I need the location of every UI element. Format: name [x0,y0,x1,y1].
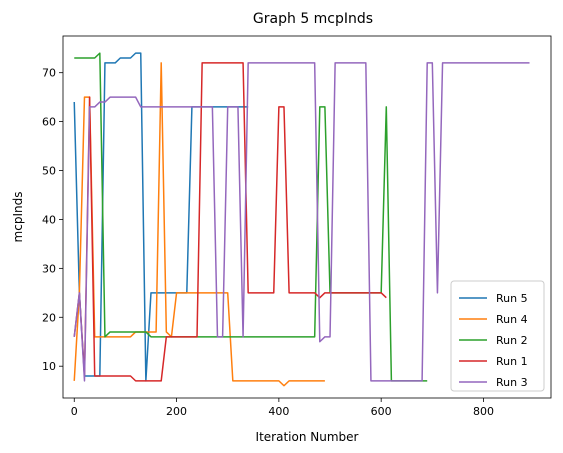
series-line-run-4 [73,62,325,387]
y-axis-label: mcpInds [11,192,25,243]
x-axis: 0 200 400 600 800 [71,398,494,418]
legend-label: Run 4 [496,313,528,326]
chart-title: Graph 5 mcpInds [253,11,373,27]
series-line-run-1 [73,62,387,382]
y-tick-label: 10 [42,360,56,373]
legend-label: Run 1 [496,355,528,368]
series-line-run-3 [73,62,530,382]
series-lines [73,52,530,387]
x-tick-label: 0 [71,405,78,418]
plot-frame [62,35,552,399]
x-tick-label: 600 [371,405,392,418]
legend-label: Run 2 [496,334,528,347]
x-axis-label: Iteration Number [256,430,359,444]
y-tick-label: 40 [42,213,56,226]
x-tick-label: 800 [473,405,494,418]
series-line-run-5 [73,52,249,382]
y-tick-label: 70 [42,67,56,80]
legend-label: Run 3 [496,376,528,389]
y-tick-label: 20 [42,311,56,324]
y-tick-label: 60 [42,116,56,129]
y-axis: 10 20 30 40 50 60 70 [42,67,63,373]
x-tick-label: 400 [268,405,289,418]
y-tick-label: 50 [42,165,56,178]
y-tick-label: 30 [42,262,56,275]
legend: Run 5 Run 4 Run 2 Run 1 Run 3 [450,280,545,392]
x-tick-label: 200 [166,405,187,418]
legend-label: Run 5 [496,292,528,305]
legend-box [450,280,545,392]
